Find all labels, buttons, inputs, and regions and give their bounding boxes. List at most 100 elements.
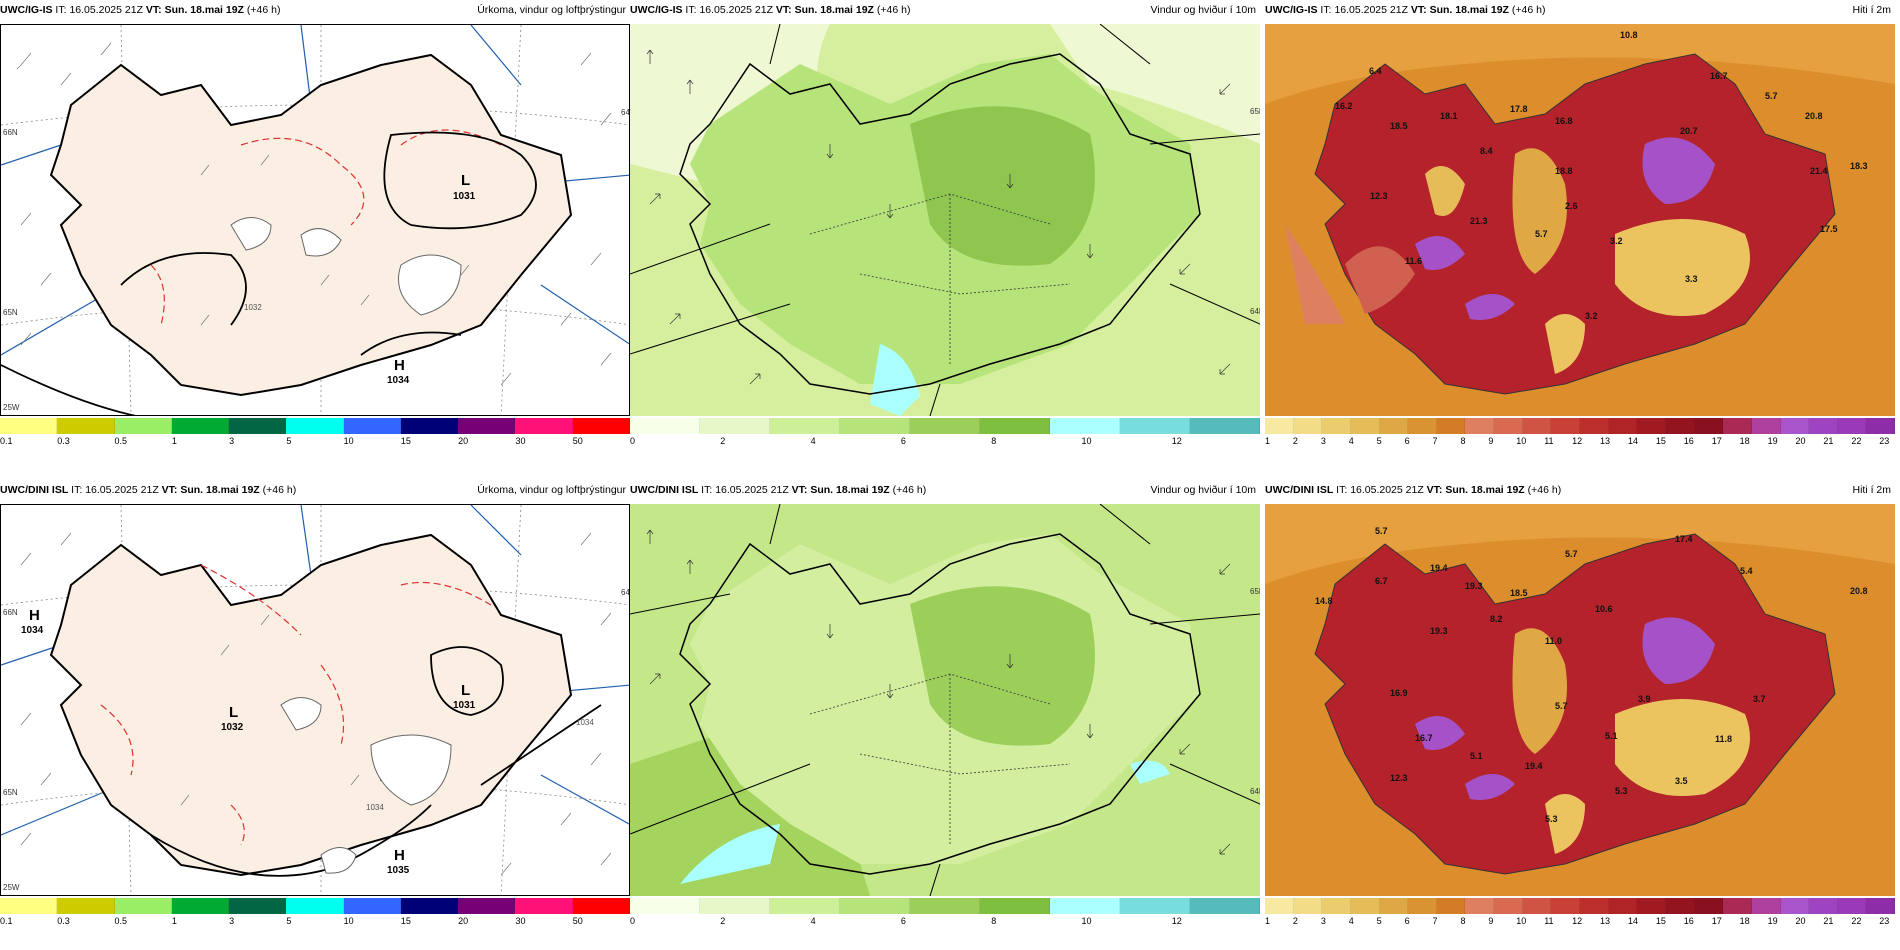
- legend-swatch: [700, 898, 770, 914]
- temperature-value: 18.1: [1440, 111, 1458, 121]
- lat-label: 65N: [1250, 107, 1260, 116]
- legend-tick: 6: [900, 436, 906, 446]
- legend-tick: 4: [1348, 436, 1354, 446]
- legend-tick: 15: [1655, 436, 1666, 446]
- temperature-value: 18.8: [1555, 166, 1573, 176]
- precip-legend-ticks: 0.1 0.3 0.5 1 3 5 10 15 20 30 50: [0, 436, 630, 448]
- legend-tick: 11: [1544, 436, 1554, 446]
- legend-swatch: [1694, 418, 1724, 434]
- panel-header: UWC/DINI ISL IT: 16.05.2025 21Z VT: Sun.…: [630, 480, 1260, 500]
- legend-swatch: [286, 418, 344, 434]
- legend-tick: 15: [400, 436, 411, 446]
- temperature-value: 21.4: [1810, 166, 1828, 176]
- vt-value: Sun. 18.mai 19Z: [810, 484, 890, 496]
- model-name: UWC/DINI ISL: [0, 484, 69, 496]
- legend-swatch: [1522, 418, 1552, 434]
- lead-time: (+46 h): [1527, 484, 1562, 496]
- pressure-center-type: L: [461, 172, 470, 189]
- legend-tick: 23: [1879, 916, 1890, 926]
- legend-swatch: [1190, 418, 1260, 434]
- vt-label: VT:: [145, 4, 162, 16]
- it-value: 16.05.2025 21Z: [1334, 4, 1408, 16]
- legend-swatch: [1465, 418, 1495, 434]
- panel-header: UWC/IG-IS IT: 16.05.2025 21Z VT: Sun. 18…: [0, 0, 630, 20]
- legend-tick: 12: [1572, 916, 1583, 926]
- temperature-value: 17.8: [1510, 104, 1528, 114]
- panel-header: UWC/IG-IS IT: 16.05.2025 21Z VT: Sun. 18…: [1265, 0, 1895, 20]
- legend-tick: 15: [400, 916, 411, 926]
- wind-map: 65N 64N: [630, 504, 1260, 896]
- legend-swatch: [1580, 418, 1609, 434]
- lon-label: 25W: [3, 883, 20, 892]
- panel-header: UWC/DINI ISL IT: 16.05.2025 21Z VT: Sun.…: [0, 480, 630, 500]
- precip-legend: [0, 418, 630, 434]
- legend-swatch: [286, 898, 344, 914]
- temperature-value: 3.5: [1675, 776, 1688, 786]
- legend-tick: 8: [1460, 436, 1466, 446]
- legend-swatch: [171, 898, 230, 914]
- legend-swatch: [1293, 898, 1323, 914]
- temperature-value: 10.8: [1620, 30, 1638, 40]
- legend-tick: 1: [171, 436, 177, 446]
- legend-tick: 20: [1795, 916, 1806, 926]
- legend-swatch: [1866, 418, 1896, 434]
- isobar-label: 1034: [576, 718, 594, 727]
- legend-tick: 11: [1544, 916, 1554, 926]
- wind-legend-ticks: 0 2 4 6 8 10 12: [630, 916, 1260, 928]
- vt-label: VT:: [161, 484, 178, 496]
- legend-tick: 50: [572, 916, 583, 926]
- wind-legend: [630, 418, 1260, 434]
- legend-swatch: [980, 418, 1050, 434]
- legend-tick: 4: [1348, 916, 1354, 926]
- legend-tick: 19: [1767, 436, 1778, 446]
- temperature-value: 11.6: [1405, 256, 1422, 266]
- legend-swatch: [770, 898, 840, 914]
- legend-tick: 10: [1081, 436, 1092, 446]
- temperature-value: 5.7: [1765, 91, 1778, 101]
- legend-tick: 2: [720, 916, 726, 926]
- temperature-value: 5.3: [1615, 786, 1628, 796]
- legend-tick: 14: [1627, 436, 1638, 446]
- legend-swatch: [400, 418, 459, 434]
- legend-tick: 6: [1404, 916, 1410, 926]
- panel-title: Úrkoma, vindur og loftþrýstingur: [477, 4, 626, 16]
- legend-tick: 0.3: [57, 436, 70, 446]
- temperature-value: 19.4: [1525, 761, 1543, 771]
- lat-label: 65N: [3, 788, 18, 797]
- temperature-value: 17.5: [1820, 224, 1838, 234]
- temperature-value: 3.3: [1685, 274, 1698, 284]
- legend-swatch: [1408, 418, 1437, 434]
- temperature-value: 18.5: [1510, 588, 1528, 598]
- legend-tick: 2: [1292, 436, 1298, 446]
- panel-header: UWC/IG-IS IT: 16.05.2025 21Z VT: Sun. 18…: [630, 0, 1260, 20]
- pressure-center-value: 1035: [387, 865, 410, 876]
- legend-swatch: [1837, 418, 1867, 434]
- temperature-value: 3.9: [1638, 694, 1651, 704]
- legend-swatch: [630, 898, 700, 914]
- vt-label: VT:: [775, 4, 792, 16]
- it-value: 16.05.2025 21Z: [699, 4, 773, 16]
- legend-tick: 22: [1851, 916, 1862, 926]
- legend-swatch: [1637, 418, 1666, 434]
- panel-title: Úrkoma, vindur og loftþrýstingur: [477, 484, 626, 496]
- precip-map: 66N 65N 64N 25W H 1034 L 1031 L 1032 H 1…: [0, 504, 630, 896]
- legend-tick: 10: [1516, 916, 1527, 926]
- temperature-value: 20.8: [1805, 111, 1823, 121]
- temperature-value: 5.1: [1470, 751, 1483, 761]
- vt-value: Sun. 18.mai 19Z: [1429, 4, 1509, 16]
- temperature-value: 14.8: [1315, 596, 1333, 606]
- legend-tick: 13: [1600, 436, 1611, 446]
- temperature-value: 5.7: [1535, 229, 1548, 239]
- legend-swatch: [1436, 418, 1466, 434]
- legend-tick: 20: [1795, 436, 1806, 446]
- legend-tick: 23: [1879, 436, 1890, 446]
- temperature-value: 19.3: [1465, 581, 1483, 591]
- pressure-center-type: H: [394, 357, 405, 374]
- legend-swatch: [1379, 418, 1409, 434]
- temperature-value: 19.4: [1430, 563, 1448, 573]
- wind-legend: [630, 898, 1260, 914]
- legend-swatch: [1551, 898, 1581, 914]
- it-value: 16.05.2025 21Z: [1350, 484, 1424, 496]
- legend-tick: 18: [1739, 916, 1750, 926]
- temperature-value: 3.7: [1753, 694, 1766, 704]
